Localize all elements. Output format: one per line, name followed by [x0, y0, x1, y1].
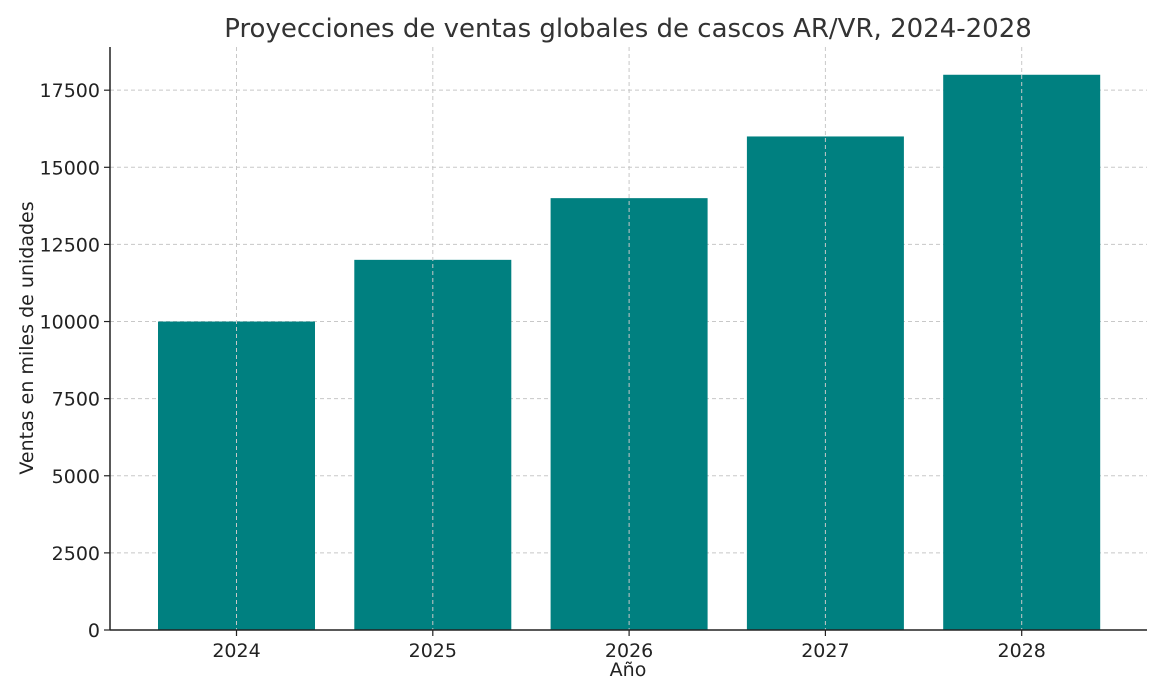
y-tick-label: 10000	[40, 312, 100, 334]
y-tick-label: 0	[88, 620, 100, 642]
y-tick-label: 5000	[52, 466, 100, 488]
y-tick-labels: 0 2500 5000 7500 10000 12500 15000 17500	[40, 80, 100, 642]
vertical-grid-lines	[236, 47, 1023, 630]
y-tick-label: 2500	[52, 543, 100, 565]
y-tick-label: 12500	[40, 234, 100, 256]
axes	[104, 47, 1147, 636]
x-tick-labels: 2024 2025 2026 2027 2028	[212, 640, 1046, 662]
y-tick-label: 15000	[40, 157, 100, 179]
x-tick-label: 2024	[212, 640, 260, 662]
x-tick-label: 2028	[998, 640, 1046, 662]
y-axis-label: Ventas en miles de unidades	[16, 201, 38, 474]
y-tick-label: 7500	[52, 389, 100, 411]
x-tick-label: 2026	[605, 640, 653, 662]
x-tick-label: 2025	[409, 640, 457, 662]
chart-title: Proyecciones de ventas globales de casco…	[224, 14, 1032, 44]
x-tick-label: 2027	[801, 640, 849, 662]
x-axis-label: Año	[610, 659, 647, 681]
y-tick-label: 17500	[40, 80, 100, 102]
